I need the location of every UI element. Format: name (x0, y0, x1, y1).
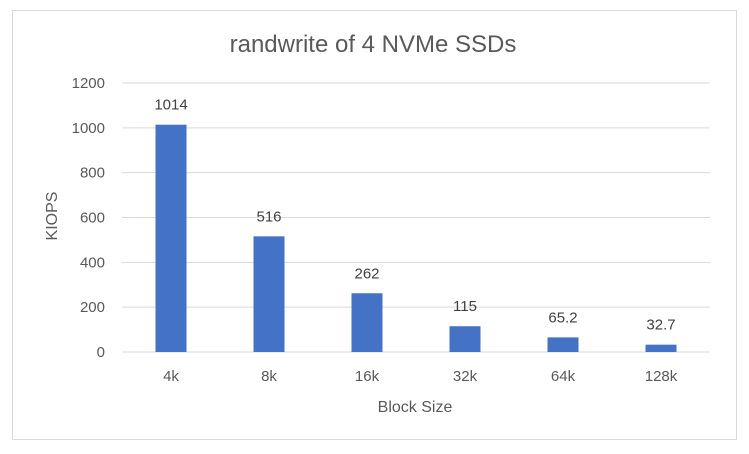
data-label-64k: 65.2 (548, 309, 577, 326)
x-axis-ticks: 4k 8k 16k 32k 64k 128k (163, 368, 678, 385)
x-tick-label-4k: 4k (163, 368, 179, 385)
data-labels: 1014 516 262 115 65.2 32.7 (154, 97, 675, 334)
data-label-8k: 516 (256, 208, 281, 225)
y-tick-label: 600 (80, 210, 105, 227)
x-tick-label-128k: 128k (645, 368, 678, 385)
bar-64k (547, 337, 579, 352)
y-tick-label: 1200 (72, 75, 105, 92)
x-tick-label-64k: 64k (551, 368, 576, 385)
x-tick-label-8k: 8k (261, 368, 277, 385)
data-label-16k: 262 (354, 265, 379, 282)
y-axis-ticks: 0 200 400 600 800 1000 1200 (72, 75, 105, 361)
chart-title: randwrite of 4 NVMe SSDs (230, 31, 517, 58)
x-tick-label-16k: 16k (355, 368, 380, 385)
x-tick-label-32k: 32k (453, 368, 478, 385)
y-tick-label: 400 (80, 254, 105, 271)
bar-128k (645, 344, 677, 352)
x-axis-label: Block Size (378, 399, 453, 416)
y-axis-label: KIOPS (44, 192, 61, 241)
chart-frame (12, 10, 737, 440)
bar-16k (351, 293, 383, 352)
y-tick-label: 1000 (72, 120, 105, 137)
y-tick-label: 0 (97, 344, 105, 361)
bar-32k (449, 326, 481, 352)
y-tick-label: 200 (80, 299, 105, 316)
bar-8k (253, 236, 285, 352)
gridlines (122, 82, 710, 353)
bar-4k (155, 124, 187, 352)
data-label-4k: 1014 (154, 97, 187, 114)
bars (155, 124, 677, 352)
y-tick-label: 800 (80, 165, 105, 182)
data-label-32k: 115 (453, 298, 477, 315)
data-label-128k: 32.7 (646, 317, 675, 334)
